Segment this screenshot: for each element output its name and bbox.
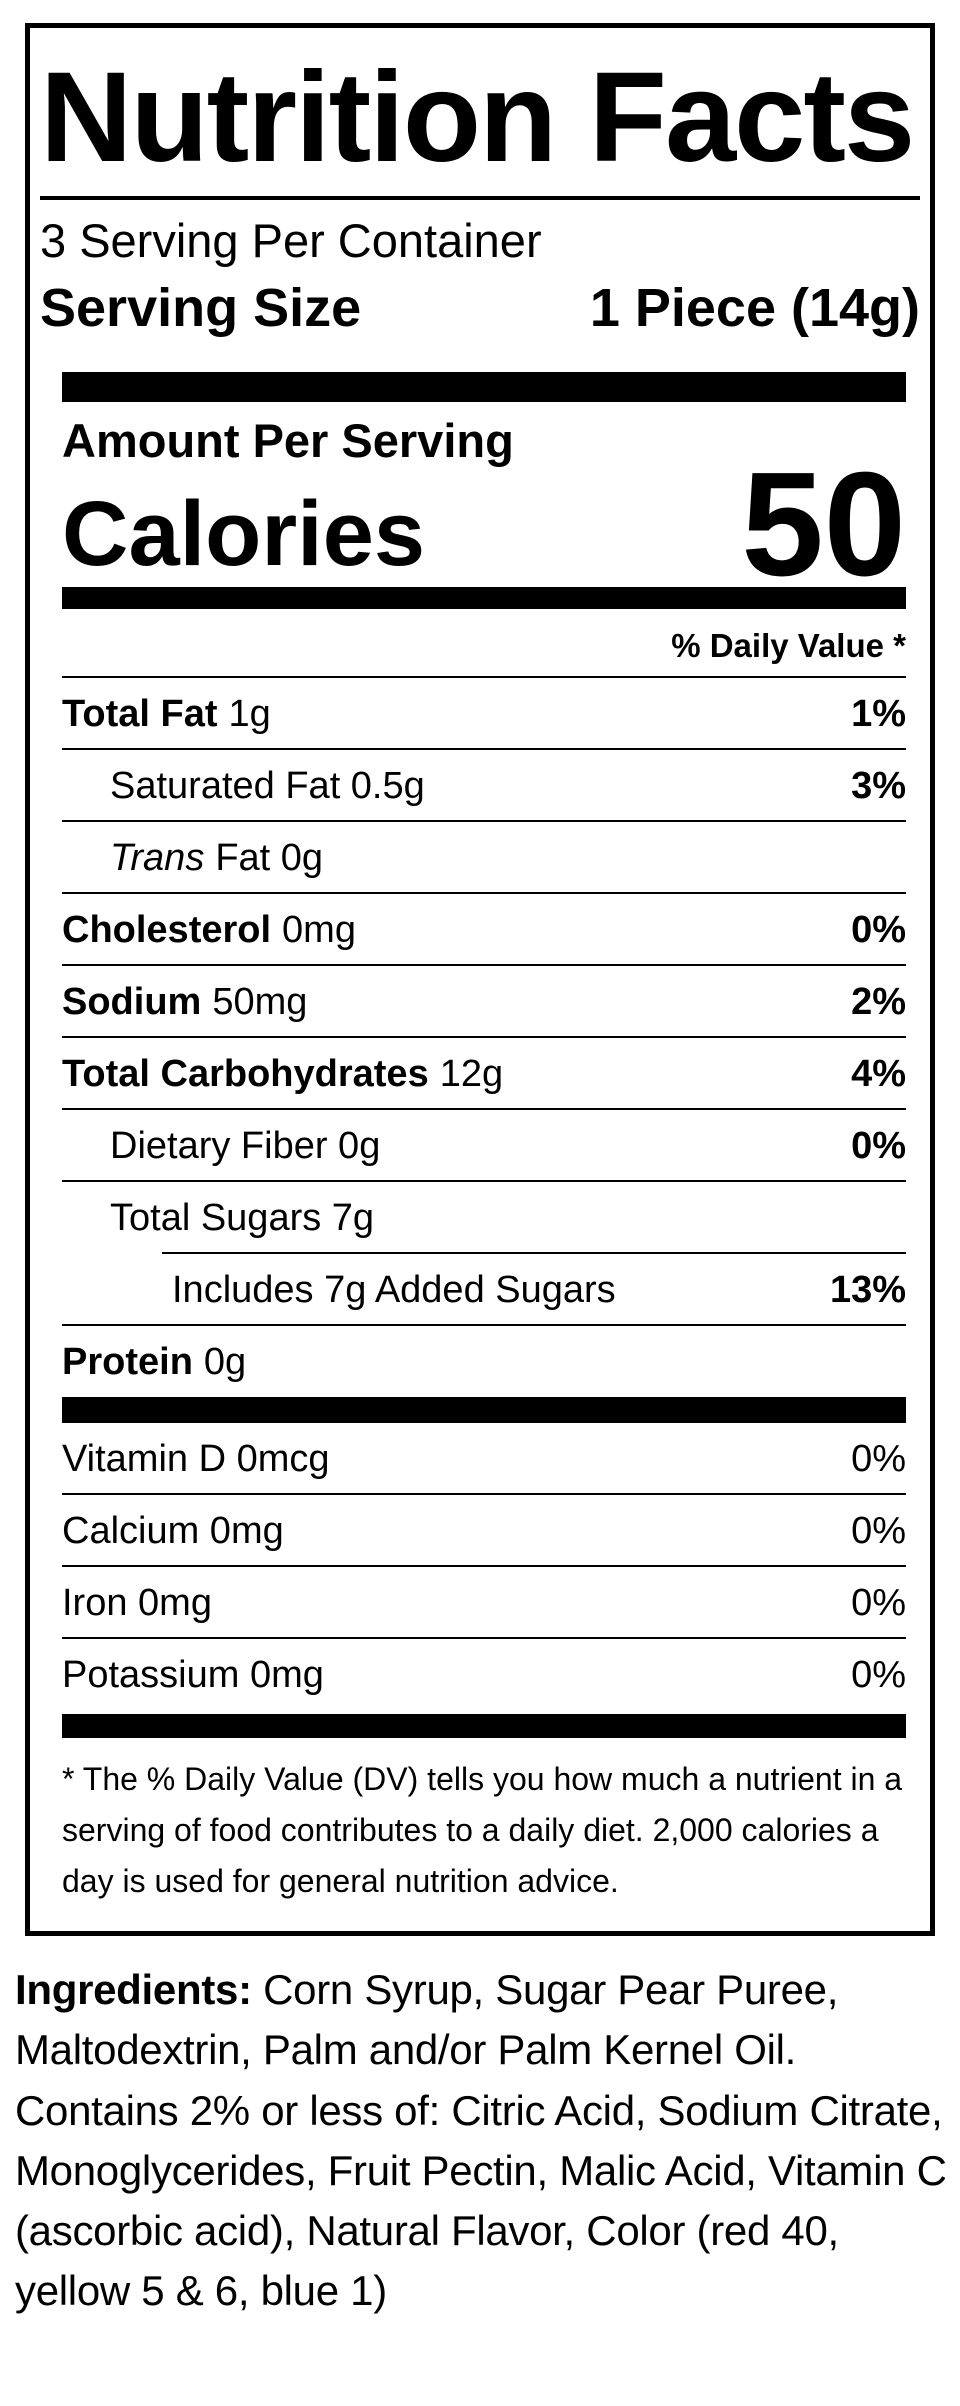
calories-value: 50 <box>741 442 906 608</box>
panel-body: Amount Per Serving Calories 50 % Daily V… <box>62 372 906 1907</box>
serving-size-row: Serving Size 1 Piece (14g) <box>40 275 920 343</box>
nutrient-row-dietary-fiber: Dietary Fiber 0g 0% <box>62 1110 906 1182</box>
nutrient-name: Total Fat <box>62 692 218 735</box>
nutrient-amount: 0mg <box>282 908 356 951</box>
daily-value-percent: 13% <box>829 1268 906 1311</box>
nutrition-facts-panel: Nutrition Facts 3 Serving Per Container … <box>25 23 935 1937</box>
nutrient-name: Total Carbohydrates <box>62 1052 429 1095</box>
nutrient-row-total-fat: Total Fat 1g 1% <box>62 678 906 750</box>
calories-label: Calories <box>62 483 426 586</box>
daily-value-percent: 0% <box>851 1581 906 1624</box>
vitamin-row-calcium: Calcium 0mg 0% <box>62 1495 906 1567</box>
daily-value-percent: 0% <box>851 1653 906 1696</box>
nutrient-amount: 50mg <box>212 980 308 1023</box>
calories-row: Calories 50 <box>62 442 906 608</box>
amount-per-serving-label: Amount Per Serving <box>62 414 514 468</box>
serving-size-value: 1 Piece (14g) <box>589 277 920 338</box>
daily-value-percent: 0% <box>851 1124 906 1167</box>
daily-value-percent: 0% <box>851 1437 906 1480</box>
panel-title: Nutrition Facts <box>40 46 915 189</box>
nutrient-name: Cholesterol <box>62 908 272 951</box>
nutrient-amount: 0g <box>203 1340 247 1383</box>
nutrient-amount: 1g <box>228 692 271 735</box>
nutrient-row-protein: Protein 0g <box>62 1326 906 1391</box>
nutrient-amount: Saturated Fat 0.5g <box>110 764 425 807</box>
nutrient-amount: Total Sugars 7g <box>110 1196 375 1239</box>
daily-value-percent: 0% <box>851 908 906 951</box>
nutrient-row-trans-fat: Trans Fat 0g <box>62 822 906 894</box>
ingredients-text: Corn Syrup, Sugar Pear Puree, Maltodextr… <box>15 1966 947 2314</box>
separator-bar-4 <box>62 1713 906 1738</box>
serving-size-label: Serving Size <box>40 277 362 338</box>
nutrient-amount: 12g <box>439 1052 504 1095</box>
daily-value-footnote: * The % Daily Value (DV) tells you how m… <box>62 1760 903 1900</box>
indented-separator <box>162 1251 906 1254</box>
nutrient-amount: Fat 0g <box>215 836 324 879</box>
separator-bar-1 <box>62 372 906 403</box>
ingredients-label: Ingredients: <box>15 1966 252 2014</box>
ingredients-section: Ingredients: Corn Syrup, Sugar Pear Pure… <box>15 1960 950 2320</box>
vitamin-row-potassium: Potassium 0mg 0% <box>62 1639 906 1704</box>
daily-value-header: % Daily Value * <box>62 629 906 678</box>
daily-value-percent: 3% <box>851 764 906 807</box>
vitamin-row-iron: Iron 0mg 0% <box>62 1567 906 1639</box>
nutrient-name: Protein <box>62 1340 193 1383</box>
servings-per-container: 3 Serving Per Container <box>40 214 542 267</box>
nutrient-row-total-carbohydrates: Total Carbohydrates 12g 4% <box>62 1038 906 1110</box>
daily-value-percent: 2% <box>851 980 906 1023</box>
vitamin-name: Iron 0mg <box>62 1581 212 1624</box>
separator-bar-3 <box>62 1396 906 1423</box>
nutrient-row-total-sugars: Total Sugars 7g <box>62 1182 906 1252</box>
nutrient-name: Sodium <box>62 980 202 1023</box>
daily-value-percent: 1% <box>851 692 906 735</box>
nutrient-row-sodium: Sodium 50mg 2% <box>62 966 906 1038</box>
nutrient-row-saturated-fat: Saturated Fat 0.5g 3% <box>62 750 906 822</box>
vitamin-name: Calcium 0mg <box>62 1509 284 1552</box>
nutrient-amount: Includes 7g Added Sugars <box>172 1268 616 1311</box>
vitamin-name: Potassium 0mg <box>62 1653 324 1696</box>
nutrient-row-added-sugars: Includes 7g Added Sugars 13% <box>62 1254 906 1326</box>
daily-value-percent: 4% <box>851 1052 906 1095</box>
separator-bar-2 <box>62 586 906 609</box>
nutrient-name-italic: Trans <box>110 836 205 879</box>
vitamin-row-vitamin-d: Vitamin D 0mcg 0% <box>62 1423 906 1495</box>
vitamin-name: Vitamin D 0mcg <box>62 1437 330 1480</box>
daily-value-percent: 0% <box>851 1509 906 1552</box>
nutrient-amount: Dietary Fiber 0g <box>110 1124 381 1167</box>
title-divider <box>40 196 920 200</box>
nutrient-row-cholesterol: Cholesterol 0mg 0% <box>62 894 906 966</box>
